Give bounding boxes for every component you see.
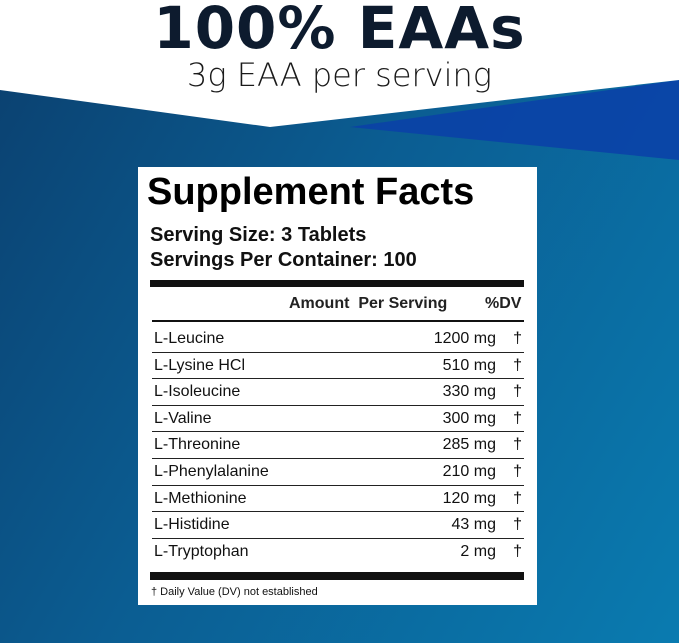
nutrient-name: L-Methionine (154, 489, 247, 507)
nutrient-row: L-Tryptophan 2 mg † (152, 538, 524, 565)
nutrient-dv: † (513, 436, 522, 454)
header-amount: Amount Per Serving (289, 295, 448, 312)
nutrient-name: L-Isoleucine (154, 383, 241, 401)
nutrient-amount: 1200 mg (433, 330, 496, 347)
nutrient-row: L-Methionine 120 mg † (152, 485, 524, 513)
supplement-facts-label: Supplement Facts Serving Size: 3 Tablets… (138, 167, 537, 605)
footnote: † Daily Value (DV) not established (151, 586, 318, 598)
nutrient-name: L-Leucine (154, 330, 225, 347)
divider (152, 320, 524, 322)
nutrient-name: L-Tryptophan (154, 542, 249, 560)
subheadline: 3g EAA per serving (187, 56, 492, 94)
nutrient-amount: 300 mg (442, 409, 496, 427)
nutrient-dv: † (513, 383, 522, 401)
nutrient-amount: 285 mg (442, 436, 496, 454)
header-dv: %DV (485, 295, 522, 312)
nutrient-row: L-Threonine 285 mg † (152, 431, 524, 459)
nutrient-dv: † (513, 409, 522, 427)
nutrient-row: L-Histidine 43 mg † (152, 511, 524, 539)
nutrient-name: L-Threonine (154, 436, 241, 454)
label-title: Supplement Facts (147, 171, 475, 213)
nutrient-dv: † (513, 489, 522, 507)
nutrient-amount: 210 mg (442, 463, 496, 480)
headline: 100% EAAs (153, 0, 526, 62)
nutrient-name: L-Valine (154, 409, 212, 427)
divider-bottom (150, 572, 524, 580)
nutrient-dv: † (513, 330, 522, 347)
nutrient-amount: 330 mg (442, 383, 496, 401)
nutrient-row: L-Lysine HCl 510 mg † (152, 352, 524, 380)
nutrient-row: L-Isoleucine 330 mg † (152, 378, 524, 406)
nutrient-row: L-Leucine 1200 mg † (152, 325, 524, 353)
divider-thick (150, 280, 524, 287)
nutrient-amount: 120 mg (442, 489, 496, 507)
nutrient-dv: † (513, 463, 522, 480)
nutrient-dv: † (513, 542, 522, 560)
serving-size: Serving Size: 3 Tablets (150, 224, 367, 246)
nutrient-amount: 2 mg (460, 542, 496, 560)
nutrient-amount: 43 mg (451, 516, 496, 534)
nutrient-row: L-Valine 300 mg † (152, 405, 524, 433)
nutrient-row: L-Phenylalanine 210 mg † (152, 458, 524, 486)
servings-per-container: Servings Per Container: 100 (150, 249, 417, 271)
nutrient-amount: 510 mg (442, 356, 496, 374)
nutrient-dv: † (513, 516, 522, 534)
nutrient-name: L-Phenylalanine (154, 463, 269, 480)
nutrient-name: L-Lysine HCl (154, 356, 245, 374)
nutrient-dv: † (513, 356, 522, 374)
nutrient-name: L-Histidine (154, 516, 230, 534)
